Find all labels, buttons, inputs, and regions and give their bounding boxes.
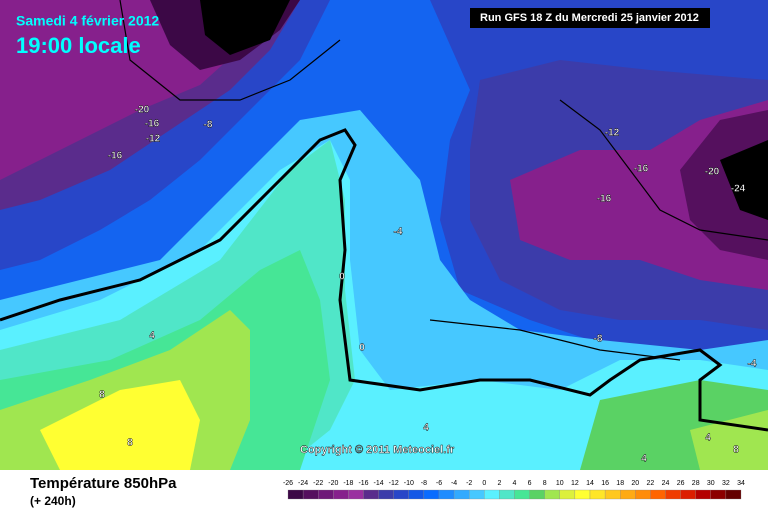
scale-swatch [453,489,470,500]
map-field [0,0,768,470]
scale-label: 18 [616,480,624,487]
scale-swatch [559,489,576,500]
scale-label: -12 [389,480,399,487]
scale-label: 26 [677,480,685,487]
scale-label: 20 [631,480,639,487]
contour-label: -24 [731,184,746,195]
scale-swatch [650,489,666,500]
scale-label: -8 [421,480,427,487]
scale-label: 10 [556,480,564,487]
scale-label: -16 [358,480,368,487]
scale-swatch [423,489,440,500]
scale-swatch [665,489,681,500]
scale-swatch [333,489,349,500]
contour-label: 4 [423,423,429,434]
scale-swatch [695,489,711,500]
run-info: Run GFS 18 Z du Mercredi 25 janvier 2012 [480,12,699,24]
scale-label: 16 [601,480,609,487]
contour-label: -8 [594,334,603,345]
scale-label: 8 [543,480,547,487]
scale-swatch [348,489,364,500]
contour-label: -12 [605,128,620,139]
scale-label: -14 [374,480,384,487]
scale-swatch [574,489,591,500]
scale-label: 0 [482,480,486,487]
contour-label: 8 [99,390,105,401]
scale-label: 12 [571,480,579,487]
contour-label: -4 [748,359,757,370]
forecast-date: Samedi 4 février 2012 [16,13,159,29]
scale-label: -22 [313,480,323,487]
contour-label: 0 [339,272,345,283]
scale-swatch [544,489,560,500]
contour-label: 8 [127,438,133,449]
copyright: Copyright © 2011 Meteociel.fr [300,444,455,456]
scale-label: 4 [513,480,517,487]
scale-swatch [287,489,304,500]
contour-label: -16 [597,194,612,205]
scale-label: 28 [692,480,700,487]
scale-swatch [408,489,425,500]
scale-swatch [725,489,742,500]
scale-swatch [680,489,696,500]
scale-swatch [302,489,319,500]
scale-label: -20 [328,480,338,487]
scale-label: 24 [662,480,670,487]
scale-label: 32 [722,480,730,487]
scale-swatch [529,489,545,500]
contour-label: -4 [394,227,403,238]
scale-label: -10 [404,480,414,487]
contour-label: 0 [359,343,365,354]
scale-label: -2 [466,480,472,487]
scale-label: 6 [528,480,532,487]
run-box [470,8,710,28]
scale-swatch [635,489,651,500]
scale-label: 22 [647,480,655,487]
contour-label: -20 [705,167,720,178]
lead-time: (+ 240h) [30,494,76,508]
contour-label: -20 [135,105,150,116]
contour-label: -8 [204,120,213,131]
contour-label: -16 [108,151,123,162]
scale-swatch [393,489,409,500]
scale-swatch [710,489,727,500]
contour-label: 8 [733,445,739,456]
scale-swatch [484,489,500,500]
scale-label: 2 [497,480,501,487]
scale-swatch [363,489,379,500]
scale-swatch [604,489,621,500]
scale-label: -4 [451,480,457,487]
scale-swatch [514,489,530,500]
scale-label: 34 [737,480,745,487]
contour-label: -12 [146,134,161,145]
scale-swatch [469,489,485,500]
scale-swatch [499,489,515,500]
contour-label: -16 [145,119,160,130]
scale-swatch [589,489,606,500]
contour-label: 4 [149,331,155,342]
scale-label: -6 [436,480,442,487]
scale-label: 14 [586,480,594,487]
scale-swatch [378,489,394,500]
scale-swatch [438,489,455,500]
scale-label: -26 [283,480,293,487]
scale-label: -24 [298,480,308,487]
header: Samedi 4 février 2012 19:00 locale Run G… [16,8,710,456]
contour-label: 4 [705,433,711,444]
scale-swatch [620,489,636,500]
scale-label: 30 [707,480,715,487]
contour-label: 4 [641,454,647,465]
field-title: Température 850hPa [30,475,177,492]
scale-label: -18 [343,480,353,487]
scale-swatch [318,489,334,500]
contour-label: -16 [634,164,649,175]
forecast-time: 19:00 locale [16,33,141,58]
